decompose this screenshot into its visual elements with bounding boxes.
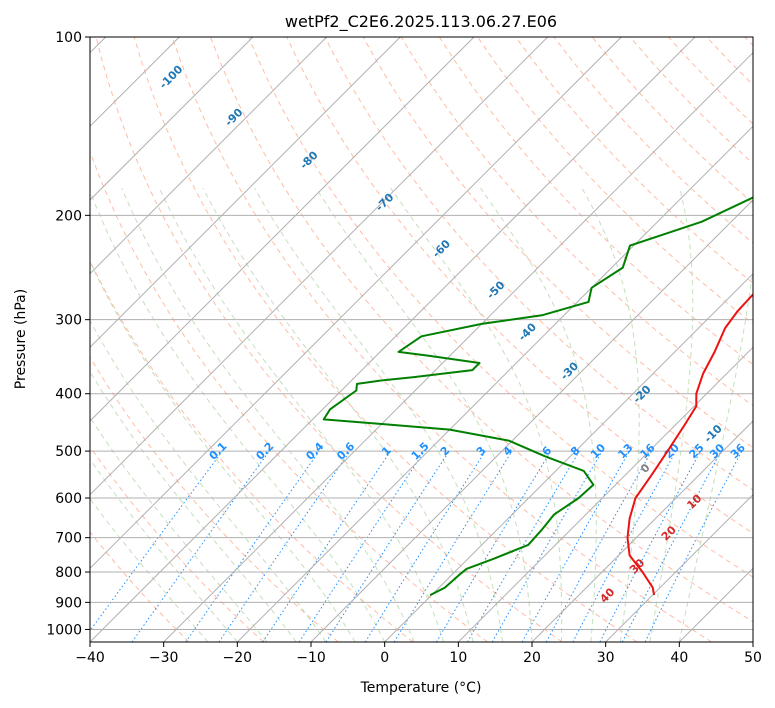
mixing-ratio-line: [521, 450, 630, 642]
isotherm-line: [90, 37, 328, 275]
moist-adiabat-line: [202, 187, 474, 642]
y-axis-ticks: 100 200 300 400 500 600 700 800 900 1000: [46, 30, 90, 638]
y-tick-label: 600: [55, 491, 82, 507]
dry-adiabat-line: [248, 37, 753, 578]
mixing-ratio-line: [131, 450, 270, 642]
x-tick-label: −30: [149, 650, 179, 666]
isotherm-line: [163, 51, 753, 642]
x-axis-ticks: −40 −30 −20 −10 0 10 20 30 40 50: [75, 642, 762, 666]
x-tick-label: 20: [523, 650, 541, 666]
x-tick-label: −40: [75, 650, 105, 666]
moist-adiabat-line: [390, 187, 563, 642]
mixing-ratio-lines: [90, 450, 743, 642]
dry-adiabat-line: [438, 37, 753, 366]
mixing-ratio-line: [393, 450, 513, 642]
x-tick-label: 50: [744, 650, 762, 666]
chart-title: wetPf2_C2E6.2025.113.06.27.E06: [285, 12, 557, 32]
dry-adiabat-line: [210, 37, 753, 623]
isotherm-line: [605, 493, 753, 642]
mixing-ratio-line: [572, 450, 677, 642]
isotherm-line: [90, 37, 622, 570]
x-axis-title: Temperature (°C): [360, 680, 482, 696]
mixing-ratio-line: [325, 450, 450, 642]
x-tick-label: 10: [449, 650, 467, 666]
x-tick-label: 30: [597, 650, 615, 666]
y-tick-label: 800: [55, 565, 82, 581]
y-tick-label: 1000: [46, 622, 82, 638]
x-tick-label: 0: [380, 650, 389, 666]
isotherm-line: [90, 37, 401, 349]
isotherm-line: [90, 37, 254, 201]
x-tick-label: 40: [670, 650, 688, 666]
moist-adiabat-line: [90, 260, 356, 642]
dry-adiabat-line: [90, 445, 264, 642]
y-tick-label: 500: [55, 444, 82, 460]
dry-adiabat-line: [90, 150, 488, 642]
y-tick-label: 100: [55, 30, 82, 46]
mixing-ratio-line: [545, 450, 653, 642]
y-tick-label: 200: [55, 208, 82, 224]
plot-frame: [89, 36, 754, 643]
moist-adiabat-line: [90, 370, 297, 642]
y-axis-title: Pressure (hPa): [13, 289, 29, 389]
moist-adiabat-line: [649, 188, 694, 642]
mixing-ratio-line: [218, 450, 351, 642]
moist-adiabat-line: [678, 265, 753, 642]
dry-adiabat-line: [95, 37, 563, 642]
moist-adiabat-line: [90, 416, 268, 642]
moist-adiabat-line: [90, 189, 386, 642]
isotherm-line: [90, 37, 475, 422]
isotherm-grid: [90, 37, 753, 642]
dewpoint-line: [322, 196, 753, 596]
sounding-series: [322, 196, 753, 596]
isotherm-line: [90, 37, 549, 496]
x-tick-label: −10: [296, 650, 326, 666]
dry-adiabat-line: [90, 356, 339, 642]
mixing-ratio-line: [644, 450, 743, 642]
isotherm-line: [236, 125, 753, 642]
mixing-ratio-line: [90, 450, 223, 632]
moist-adiabat-line: [90, 319, 327, 642]
isotherm-line: [531, 420, 753, 642]
x-tick-label: −20: [223, 650, 253, 666]
y-tick-label: 300: [55, 313, 82, 329]
y-tick-label: 400: [55, 387, 82, 403]
dry-adiabat-line: [133, 37, 638, 642]
y-tick-label: 900: [55, 595, 82, 611]
mixing-ratio-line: [185, 450, 320, 642]
mixing-ratio-line: [262, 450, 392, 642]
temperature-line: [626, 292, 753, 596]
moist-adiabat-line: [581, 187, 640, 642]
plot-area: 0.1 0.2 0.4 0.6 1 1.5 2 3 4 6 8 10 13 16 20 25 30 36-100-…: [90, 37, 753, 642]
mixing-ratio-line: [298, 450, 425, 642]
dry-adiabat-line: [515, 37, 753, 284]
dry-adiabat-line: [90, 531, 190, 642]
isotherm-line: [90, 37, 696, 642]
dry-adiabat-line: [171, 37, 712, 642]
isotherm-line: [457, 346, 753, 642]
moist-adiabat-line: [315, 187, 533, 642]
isotherm-line: [384, 272, 753, 642]
y-tick-label: 700: [55, 531, 82, 547]
isotherm-line: [310, 199, 753, 642]
